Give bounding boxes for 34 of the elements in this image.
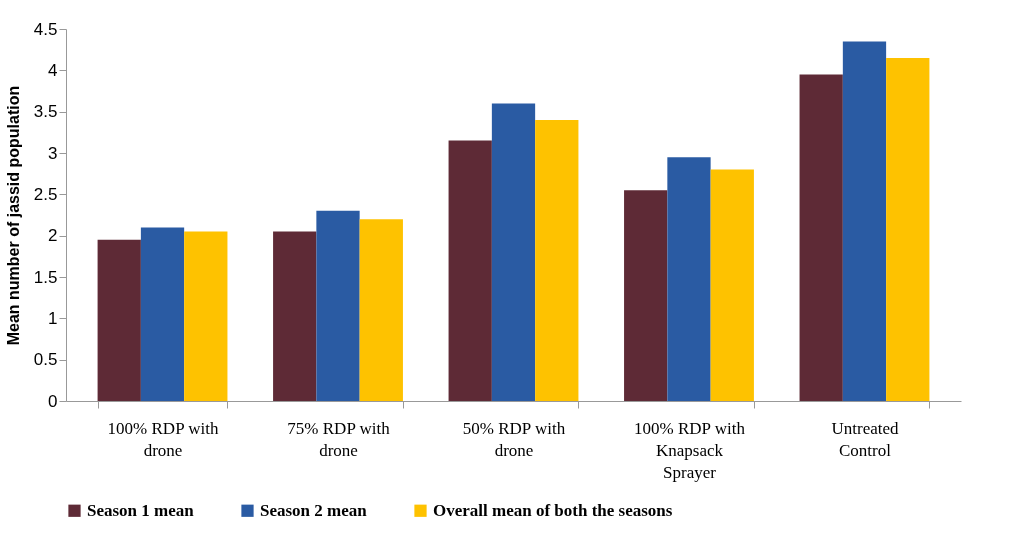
x-tick-label: Untreated Control: [831, 418, 899, 460]
bar: [184, 231, 228, 401]
bar: [491, 103, 536, 401]
bar: [359, 219, 403, 401]
bar: [886, 57, 930, 401]
bar: [710, 169, 754, 401]
y-tick-label: 2: [48, 226, 58, 246]
y-tick-label: 0: [48, 391, 58, 411]
y-tick-label: 1: [48, 308, 58, 328]
y-tick-label: 2.5: [33, 184, 58, 204]
x-tick-label: 75% RDP with drone: [287, 418, 391, 460]
legend-label: Season 1 mean: [87, 500, 195, 520]
x-tick-label: 100% RDP with Knapsack Sprayer: [634, 418, 746, 482]
y-tick-label: 4: [48, 60, 58, 80]
bar: [667, 157, 711, 401]
bar: [140, 227, 185, 401]
y-axis-title: Mean number of jassid population: [4, 85, 22, 346]
x-tick-label: 100% RDP with drone: [107, 418, 219, 460]
y-tick-label: 3: [48, 143, 58, 163]
y-tick-label: 1.5: [33, 267, 58, 287]
bar: [624, 190, 668, 401]
bar: [535, 119, 579, 401]
y-tick-label: 3.5: [33, 102, 58, 122]
bar: [448, 140, 492, 401]
legend-label: Overall mean of both the seasons: [433, 500, 673, 520]
y-tick-label: 0.5: [33, 350, 58, 370]
bar: [273, 231, 317, 401]
legend-label: Season 2 mean: [260, 500, 368, 520]
bar: [316, 210, 360, 401]
x-tick-label: 50% RDP with drone: [462, 418, 566, 460]
y-tick-label: 4.5: [33, 19, 58, 39]
bar: [97, 239, 141, 401]
bar: [842, 41, 887, 401]
bar: [799, 74, 843, 401]
